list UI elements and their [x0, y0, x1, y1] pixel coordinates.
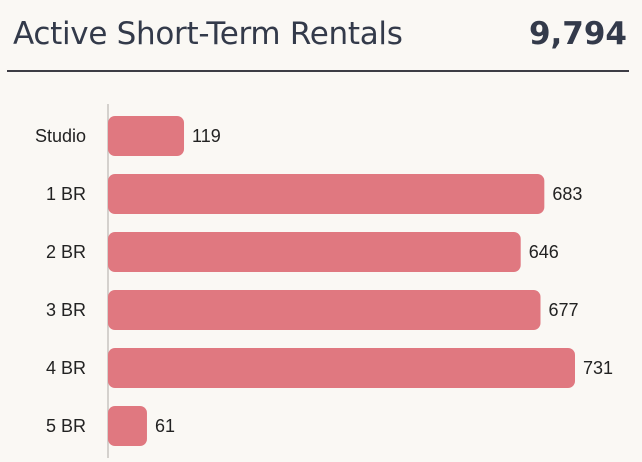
category-label: 2 BR [46, 242, 86, 262]
value-label: 683 [552, 184, 582, 204]
bar-3-br[interactable] [108, 290, 541, 330]
category-label: 3 BR [46, 300, 86, 320]
bar-studio[interactable] [108, 116, 185, 156]
chart-header: Active Short-Term Rentals 9,794 [7, 0, 629, 72]
category-label: 5 BR [46, 416, 86, 436]
value-label: 731 [583, 358, 613, 378]
bar-1-br[interactable] [108, 174, 545, 214]
value-label: 646 [529, 242, 559, 262]
category-label: 4 BR [46, 358, 86, 378]
bar-chart: Studio 119 1 BR 683 2 BR 646 3 BR 677 4 BR 731 5 B… [35, 104, 613, 458]
total-count: 9,794 [528, 16, 627, 52]
value-label: 61 [155, 416, 175, 436]
chart-title: Active Short-Term Rentals [13, 16, 403, 52]
category-label: 1 BR [46, 184, 86, 204]
bar-2-br[interactable] [108, 232, 521, 272]
value-label: 677 [549, 300, 579, 320]
bar-4-br[interactable] [108, 348, 575, 388]
category-label: Studio [35, 126, 86, 146]
bar-5-br[interactable] [108, 406, 147, 446]
value-label: 119 [192, 126, 221, 146]
